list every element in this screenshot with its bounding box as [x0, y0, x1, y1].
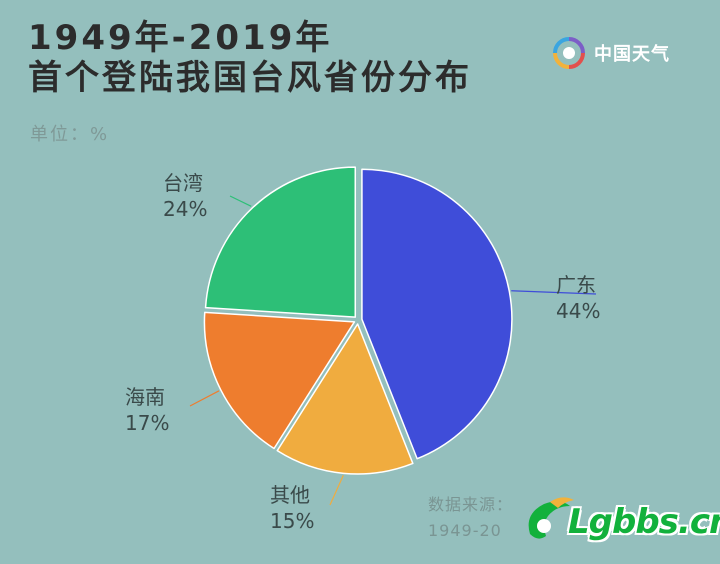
slice-name-label-1: 广东: [556, 273, 596, 297]
brand-logo: 中国天气: [552, 36, 670, 70]
leader-line-2: [329, 475, 344, 506]
swirl-icon: [553, 37, 585, 69]
slice-name-label-2: 其他: [270, 483, 310, 507]
leader-line-4: [229, 195, 252, 207]
pie-slice-4: [204, 166, 357, 318]
pie-slice-1: [361, 168, 513, 460]
title-line-1: 1949年-2019年: [28, 18, 333, 58]
slice-value-label-4: 24%: [163, 197, 207, 221]
slice-value-label-2: 15%: [270, 509, 314, 533]
slice-value-label-3: 17%: [125, 411, 169, 435]
site-logo-text: Lgbbs.cn: [568, 502, 720, 542]
source-period: 1949-20: [428, 521, 502, 540]
leader-line-1: [511, 290, 597, 295]
site-logo: Lgbbs.cn: [520, 494, 720, 550]
slice-name-label-3: 海南: [125, 385, 165, 409]
source-label: 数据来源：: [428, 495, 514, 514]
title-line-2: 首个登陆我国台风省份分布: [28, 58, 472, 98]
chart-title: 1949年-2019年 首个登陆我国台风省份分布: [28, 18, 472, 98]
leader-line-3: [189, 390, 220, 407]
slice-value-label-1: 44%: [556, 299, 600, 323]
slice-name-label-4: 台湾: [163, 171, 203, 195]
unit-label: 单位：%: [30, 124, 110, 145]
site-leaf-icon: [528, 497, 574, 539]
data-source: 数据来源： 1949-20: [428, 492, 513, 544]
pie-slice-3: [203, 311, 356, 450]
brand-name: 中国天气: [594, 44, 670, 65]
pie-slice-2: [276, 323, 414, 475]
